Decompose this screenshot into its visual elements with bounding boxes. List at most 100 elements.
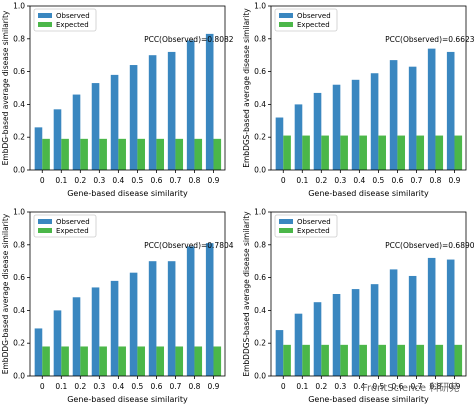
- bar-expected-0.8: [194, 346, 203, 376]
- x-tick-label: 0.8: [429, 382, 441, 391]
- legend-label-expected: Expected: [56, 227, 89, 235]
- y-tick-label: 0.8: [254, 240, 266, 249]
- bar-expected-0.7: [416, 135, 425, 170]
- bar-observed-0.4: [351, 289, 360, 376]
- x-tick-label: 0.1: [296, 382, 308, 391]
- bar-observed-0.6: [148, 55, 157, 171]
- bar-expected-0.9: [454, 344, 463, 376]
- y-tick-label: 0.8: [13, 240, 25, 249]
- bar-observed-0.8: [186, 246, 195, 376]
- bar-expected-0.3: [340, 135, 348, 170]
- bar-observed-0: [34, 328, 43, 376]
- bar-expected-0.4: [118, 346, 126, 376]
- watermark-text: FrontScience 科研苑: [362, 383, 460, 394]
- bar-observed-0: [34, 127, 43, 170]
- bar-expected-0.3: [340, 344, 348, 376]
- x-tick-label: 0.4: [112, 176, 124, 185]
- bar-expected-0.6: [156, 346, 165, 376]
- bar-observed-0.2: [313, 302, 322, 376]
- x-tick-label: 0.1: [55, 382, 67, 391]
- y-tick-label: 0.0: [13, 166, 25, 175]
- bar-observed-0.1: [53, 109, 62, 170]
- bar-observed-0.4: [110, 280, 119, 376]
- x-tick-label: 0.9: [208, 176, 220, 185]
- y-tick-label: 0.0: [13, 372, 25, 381]
- bar-expected-0.6: [156, 138, 165, 170]
- y-axis-label: EmbDG-based average disease similarity: [1, 10, 10, 165]
- y-tick-label: 1.0: [254, 208, 266, 217]
- y-tick-label: 1.0: [254, 2, 266, 11]
- bar-observed-0.9: [446, 259, 455, 376]
- y-tick-label: 0.0: [254, 372, 266, 381]
- bar-observed-0.5: [129, 272, 138, 376]
- bar-observed-0: [275, 117, 284, 170]
- x-tick-label: 0: [40, 176, 45, 185]
- bar-expected-0: [42, 138, 50, 170]
- bar-observed-0.8: [186, 40, 195, 170]
- chart-panel-2: 0 0.1 0.2 0.3 0.4 0.5 0.6 0.7 0.8 0.9 0.0 0.2 0.4 0.6…: [242, 2, 474, 199]
- pcc-annotation: PCC(Observed)=0.7804: [144, 241, 234, 250]
- y-tick-label: 0.2: [254, 339, 266, 348]
- bar-expected-0.9: [213, 346, 222, 376]
- y-tick-label: 0.6: [254, 273, 266, 282]
- bar-observed-0.8: [427, 48, 436, 170]
- bar-expected-0.7: [175, 346, 184, 376]
- x-tick-label: 0.1: [296, 176, 308, 185]
- bar-expected-0: [283, 135, 291, 170]
- x-tick-label: 0: [281, 176, 286, 185]
- bar-expected-0: [42, 346, 50, 376]
- bar-observed-0.3: [91, 83, 100, 170]
- pcc-annotation: PCC(Observed)=0.8082: [144, 35, 234, 44]
- bar-observed-0.5: [370, 284, 379, 376]
- plot-frame: [29, 211, 226, 377]
- y-tick-label: 0.8: [254, 34, 266, 43]
- bar-observed-0.2: [72, 94, 81, 170]
- bar-expected-0.4: [359, 135, 367, 170]
- chart-panel-3: 0 0.1 0.2 0.3 0.4 0.5 0.6 0.7 0.8 0.9 0.0 0.2 0.4 0.6…: [1, 208, 234, 405]
- x-axis-label: Gene-based disease similarity: [67, 189, 188, 198]
- legend-label-expected: Expected: [56, 21, 89, 29]
- plot-frame: [270, 5, 467, 171]
- x-tick-label: 0.7: [410, 382, 422, 391]
- x-tick-label: 0.7: [169, 176, 181, 185]
- x-tick-label: 0.6: [391, 382, 403, 391]
- x-tick-label: 0.4: [353, 382, 365, 391]
- y-tick-label: 0.4: [13, 100, 25, 109]
- plot-frame: [29, 5, 226, 171]
- legend-label-observed: Observed: [297, 218, 331, 226]
- legend-swatch-expected: [38, 228, 52, 233]
- bar-expected-0.9: [213, 138, 222, 170]
- bar-expected-0.1: [61, 138, 69, 170]
- bar-observed-0.1: [53, 310, 62, 376]
- x-tick-label: 0.5: [131, 176, 143, 185]
- bar-observed-0.2: [313, 92, 322, 170]
- y-tick-label: 0.2: [13, 133, 25, 142]
- x-tick-label: 0.8: [429, 176, 441, 185]
- x-tick-label: 0.3: [334, 176, 346, 185]
- bar-expected-0.1: [302, 135, 310, 170]
- bar-expected-0: [283, 344, 291, 376]
- x-tick-label: 0.7: [169, 382, 181, 391]
- x-axis-label: Gene-based disease similarity: [308, 395, 429, 404]
- x-tick-label: 0.2: [315, 382, 327, 391]
- x-tick-label: 0.2: [74, 176, 86, 185]
- bar-observed-0: [275, 330, 284, 376]
- x-tick-label: 0.9: [208, 382, 220, 391]
- legend-label-observed: Observed: [56, 12, 90, 20]
- legend-swatch-expected: [38, 22, 52, 27]
- bar-expected-0.6: [397, 135, 406, 170]
- bar-expected-0.1: [302, 344, 310, 376]
- x-tick-label: 0.8: [188, 176, 200, 185]
- bar-observed-0.1: [294, 104, 303, 170]
- legend-swatch-observed: [279, 13, 293, 18]
- y-tick-label: 0.6: [13, 273, 25, 282]
- bar-expected-0.2: [321, 135, 329, 170]
- bar-expected-0.4: [118, 138, 126, 170]
- bar-expected-0.1: [61, 346, 69, 376]
- bar-expected-0.3: [99, 138, 107, 170]
- y-tick-label: 0.2: [13, 339, 25, 348]
- bar-expected-0.7: [416, 344, 425, 376]
- y-axis-label: EmbDGS-based average disease similarity: [242, 8, 251, 168]
- y-tick-label: 1.0: [13, 2, 25, 11]
